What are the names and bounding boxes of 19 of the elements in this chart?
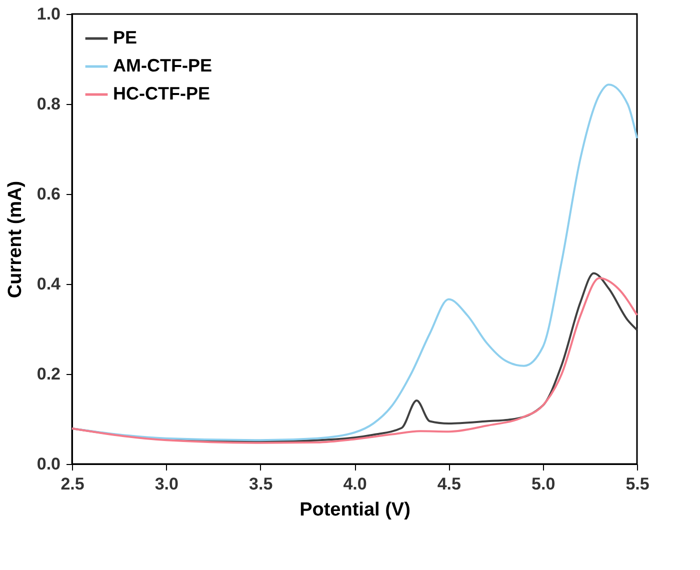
x-tick-label: 5.5 <box>626 474 650 494</box>
y-tick-label: 0.6 <box>36 184 60 204</box>
y-axis-title: Current (mA) <box>4 180 26 298</box>
x-tick-label: 5.0 <box>532 474 556 494</box>
y-tick-label: 0.2 <box>36 364 60 384</box>
y-tick-label: 0.0 <box>36 454 60 474</box>
y-tick-label: 1.0 <box>36 4 60 24</box>
x-tick-label: 3.0 <box>154 474 178 494</box>
legend-label: AM-CTF-PE <box>113 56 212 76</box>
legend-label: HC-CTF-PE <box>113 84 210 104</box>
x-tick-label: 3.5 <box>249 474 273 494</box>
x-tick-label: 2.5 <box>60 474 84 494</box>
legend-label: PE <box>113 28 138 48</box>
y-tick-label: 0.8 <box>36 94 60 114</box>
line-series <box>71 84 638 442</box>
y-tick-label: 0.4 <box>36 274 62 294</box>
x-axis-title: Potential (V) <box>300 500 410 520</box>
x-tick-label: 4.0 <box>343 474 367 494</box>
x-tick-label: 4.5 <box>437 474 461 494</box>
